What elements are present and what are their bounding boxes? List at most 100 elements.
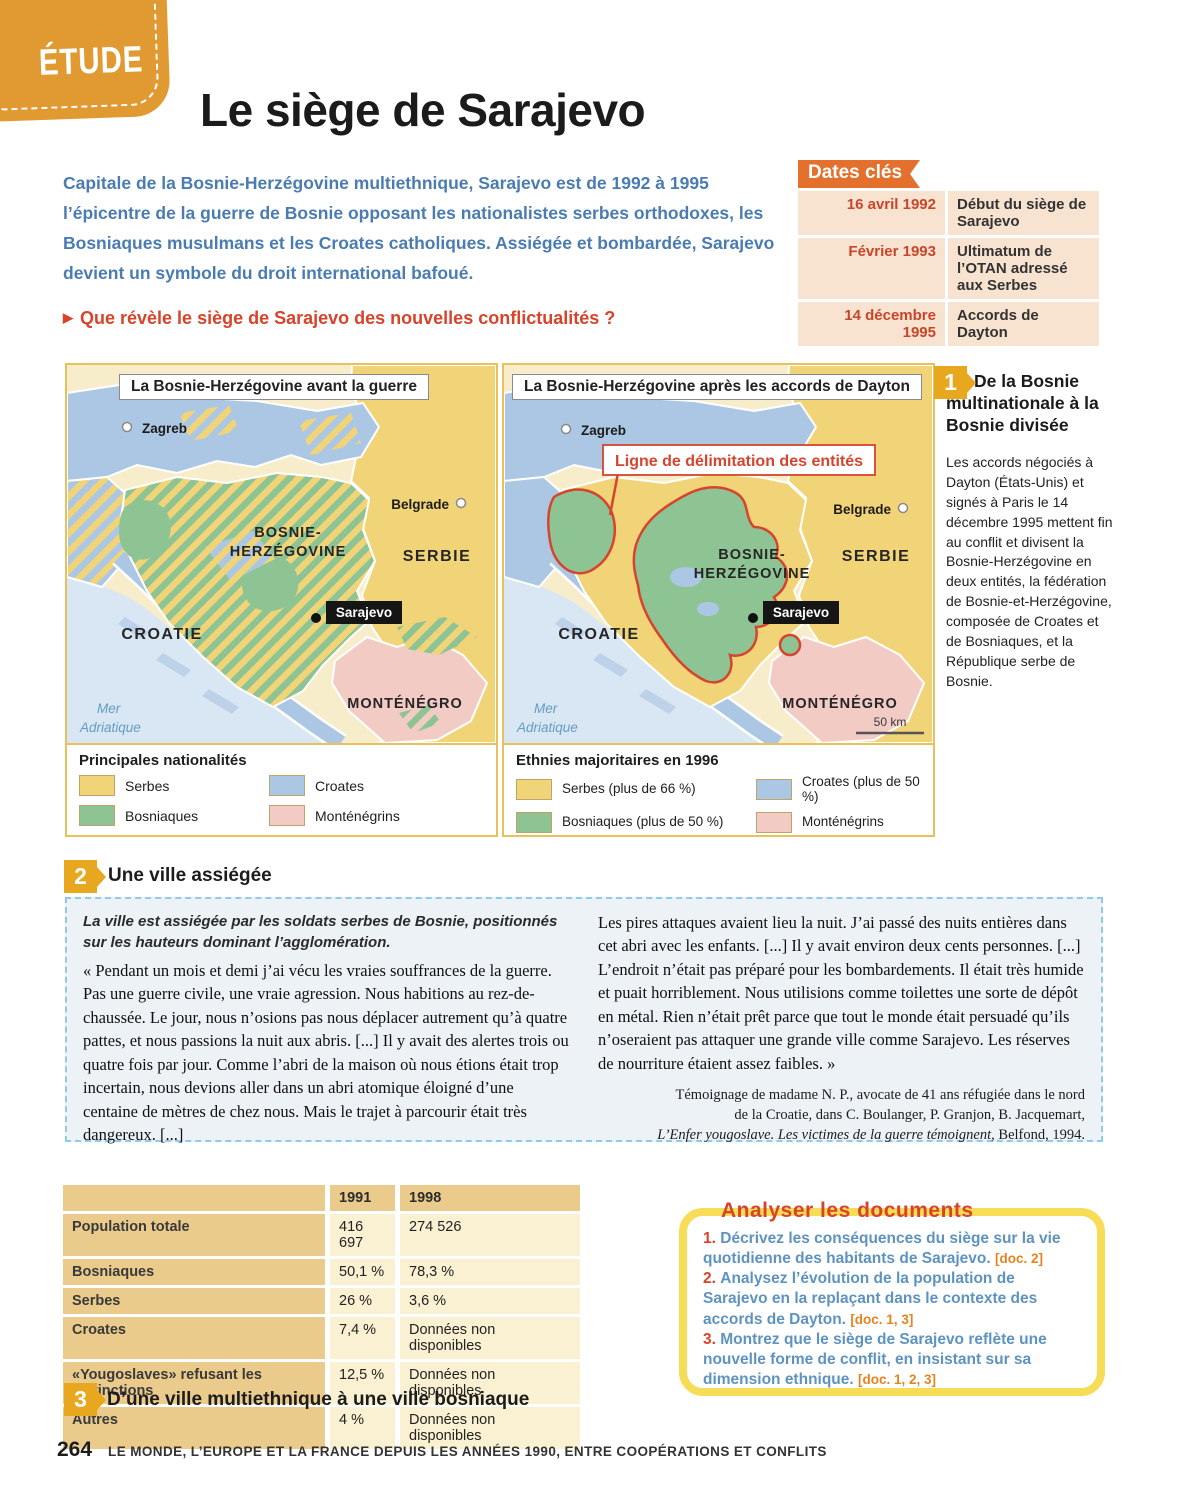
testimony-column-left: La ville est assiégée par les soldats se… [83, 911, 570, 1144]
doc1-badge: 1 [934, 366, 976, 399]
map-before-war: Zagreb Belgrade BOSNIE- HERZÉGOVINE SERB… [67, 365, 496, 743]
key-date: Février 1993 [798, 238, 945, 299]
intro-paragraph: Capitale de la Bosnie-Herzégovine multie… [63, 172, 775, 283]
doc2-testimony-box: La ville est assiégée par les soldats se… [65, 897, 1103, 1144]
bosnia-label-line2: HERZÉGOVINE [694, 565, 811, 582]
table-header-empty [63, 1185, 325, 1211]
bosniaques-swatch [516, 811, 552, 833]
map-before-war-svg: Zagreb Belgrade BOSNIE- HERZÉGOVINE SERB… [67, 365, 496, 743]
exercise-title: Analyser les documents [721, 1199, 974, 1222]
testimony-text-part2: Les pires attaques avaient lieu la nuit.… [598, 913, 1084, 1073]
etude-label: ÉTUDE [37, 37, 144, 83]
sea-label-line2: Adriatique [516, 720, 578, 735]
exercise-box: Analyser les documents 1. Décrivez les c… [679, 1199, 1105, 1396]
legend-label: Serbes [125, 777, 170, 794]
serbes-swatch [79, 775, 115, 796]
question-doc-ref: [doc. 1, 2, 3] [858, 1371, 937, 1387]
zagreb-label: Zagreb [581, 423, 626, 438]
table-row-label: Population totale [63, 1214, 325, 1256]
serbia-label: SERBIE [403, 548, 472, 565]
sarajevo-dot [311, 613, 321, 623]
page-number: 264 [57, 1438, 93, 1461]
entity-line-leader [608, 472, 620, 516]
key-question-text: Que révèle le siège de Sarajevo des nouv… [80, 308, 616, 328]
table-cell: 26 % [330, 1288, 395, 1314]
source-line1: Témoignage de madame N. P., avocate de 4… [675, 1086, 1085, 1103]
legend-title: Principales nationalités [79, 752, 247, 769]
table-cell: 7,4 % [330, 1317, 395, 1359]
table-cell: Données non disponibles [400, 1407, 580, 1449]
bosnia-label-line1: BOSNIE- [718, 547, 785, 563]
source-line2: de la Croatie, dans C. Boulanger, P. Gra… [734, 1106, 1085, 1123]
map-before-war-title: La Bosnie-Herzégovine avant la guerre [119, 374, 429, 400]
belgrade-label: Belgrade [391, 497, 449, 512]
key-date-event: Début du siège de Sarajevo [948, 191, 1099, 235]
legend-title: Ethnies majoritaires en 1996 [516, 752, 719, 769]
table-header-1998: 1998 [400, 1185, 580, 1211]
belgrade-dot [455, 497, 467, 509]
legend-item: Bosniaques [79, 805, 269, 826]
question-number: 2. [703, 1270, 716, 1288]
table-cell: 416 697 [330, 1214, 395, 1256]
map-panel-before-war: Zagreb Belgrade BOSNIE- HERZÉGOVINE SERB… [65, 363, 498, 837]
table-row-label: Bosniaques [63, 1259, 325, 1285]
table-row-label: Autres [63, 1407, 325, 1449]
table-cell: 50,1 % [330, 1259, 395, 1285]
source-book-title: L’Enfer yougoslave. Les victimes de la g… [657, 1126, 995, 1143]
map-after-dayton: Zagreb Belgrade BOSNIE- HERZÉGOVINE SERB… [504, 365, 933, 743]
legend-label: Croates [315, 777, 365, 794]
legend-item: Serbes [79, 775, 269, 796]
entity-line-callout-box [602, 444, 876, 476]
question-doc-ref: [doc. 1, 3] [850, 1311, 914, 1327]
key-dates-list: 16 avril 1992 Début du siège de Sarajevo… [798, 191, 1100, 346]
key-dates-title: Dates clés [798, 160, 920, 188]
doc3-badge: 3 [64, 1383, 106, 1416]
key-date-event: Ultimatum de l’OTAN adressé aux Serbes [948, 238, 1099, 299]
table-header-1991: 1991 [330, 1185, 395, 1211]
legend-label: Monténégrins [802, 813, 884, 829]
exercise-question: 3. Montrez que le siège de Sarajevo refl… [703, 1330, 1083, 1390]
croates-swatch [756, 779, 792, 801]
map-panel-after-dayton: Zagreb Belgrade BOSNIE- HERZÉGOVINE SERB… [502, 363, 935, 837]
key-date-event: Accords de Dayton [948, 302, 1099, 346]
serbia-label: SERBIE [842, 548, 911, 565]
legend-ethnicities-1996: Ethnies majoritaires en 1996 Serbes (plu… [504, 743, 933, 833]
doc2-title: Une ville assiégée [108, 865, 272, 886]
montenegro-label: MONTÉNÉGRO [347, 695, 463, 712]
croates-swatch [269, 775, 305, 796]
key-date: 16 avril 1992 [798, 191, 945, 235]
table-cell: Données non disponibles [400, 1317, 580, 1359]
source-publisher: Belfond, 1994. [994, 1126, 1085, 1143]
sea-label-line1: Mer [97, 701, 121, 716]
legend-label: Serbes (plus de 66 %) [562, 781, 696, 797]
population-table: 1991 1998 Population totale 416 697 274 … [63, 1185, 580, 1449]
exercise-questions: 1. Décrivez les conséquences du siège su… [687, 1216, 1097, 1390]
sarajevo-label: Sarajevo [773, 605, 829, 620]
testimony-chapeau: La ville est assiégée par les soldats se… [83, 913, 558, 951]
testimony-column-right: Les pires attaques avaient lieu la nuit.… [598, 911, 1085, 1143]
croatia-label: CROATIE [558, 626, 639, 643]
montenegrins-swatch [756, 811, 792, 833]
sea-label-line2: Adriatique [79, 720, 141, 735]
sea-label-line1: Mer [534, 701, 558, 716]
sarajevo-label-box [326, 601, 402, 624]
legend-item: Serbes (plus de 66 %) [516, 775, 756, 805]
belgrade-dot [897, 502, 909, 514]
legend-nationalities: Principales nationalités Serbes Croates … [67, 743, 496, 831]
legend-label: Bosniaques (plus de 50 %) [562, 813, 724, 829]
croatia-label: CROATIE [121, 626, 202, 643]
zagreb-label: Zagreb [142, 421, 187, 436]
exercise-question: 1. Décrivez les conséquences du siège su… [703, 1229, 1083, 1269]
legend-item: Croates [269, 775, 496, 796]
legend-item: Bosniaques (plus de 50 %) [516, 811, 756, 833]
sarajevo-label-box [763, 601, 839, 624]
legend-label: Monténégrins [315, 807, 400, 824]
doc1-title: De la Bosnie multinationale à la Bosnie … [946, 371, 1099, 435]
question-text: Décrivez les conséquences du siège sur l… [703, 1230, 1061, 1268]
bosnia-label-line2: HERZÉGOVINE [230, 543, 347, 560]
table-cell: 78,3 % [400, 1259, 580, 1285]
sarajevo-dot [748, 613, 758, 623]
entity-line-callout: Ligne de délimitation des entités [615, 453, 863, 470]
serbes-swatch [516, 779, 552, 801]
question-text: Montrez que le siège de Sarajevo reflète… [703, 1330, 1047, 1388]
